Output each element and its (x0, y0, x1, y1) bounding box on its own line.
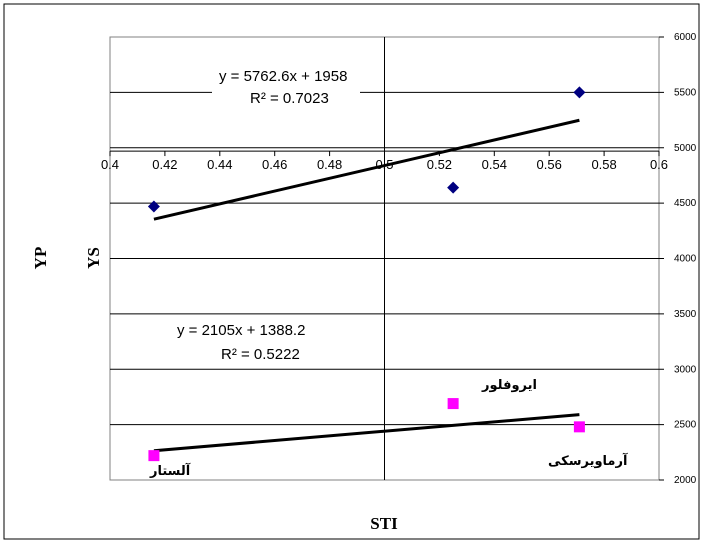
y-tick-label-5500: 5500 (674, 87, 697, 98)
axes: 2000 2500 3000 3500 4000 4500 5000 5500 6000 0.4 0… (101, 32, 697, 486)
x-tick-label-0.4: 0.4 (101, 157, 119, 172)
y-tick-label-5000: 5000 (674, 143, 697, 154)
cultivar-label-alstar: آلستار (149, 462, 191, 479)
y-tick-label-4500: 4500 (674, 198, 697, 209)
equation-lower: y = 2105x + 1388.2 (177, 322, 305, 339)
x-tick-label-0.42: 0.42 (152, 157, 177, 172)
diamond-marker-3 (573, 86, 586, 99)
trendlines (153, 118, 580, 453)
x-tick-label-0.48: 0.48 (317, 157, 342, 172)
square-marker-1 (148, 450, 160, 462)
r2-lower: R² = 0.5222 (221, 346, 300, 363)
r2-upper: R² = 0.7023 (250, 90, 329, 107)
cultivar-label-airoflor: ایروفلور (481, 378, 537, 393)
cultivar-label-armavirsky: آرماویرسکی (548, 452, 628, 469)
equation-upper: y = 5762.6x + 1958 (219, 68, 347, 85)
y-tick-label-3000: 3000 (674, 364, 697, 375)
x-tick-label-0.6: 0.6 (650, 157, 668, 172)
y-tick-label-3500: 3500 (674, 309, 697, 320)
x-axis-title: STI (370, 514, 398, 533)
trendline-series-1 (153, 118, 580, 221)
x-tick-label-0.46: 0.46 (262, 157, 287, 172)
x-tick-label-0.52: 0.52 (427, 157, 452, 172)
y-axis-title-yp: YP (31, 247, 50, 270)
y-axis-title-ys: YS (84, 247, 103, 269)
diamond-marker-2 (447, 181, 460, 194)
diamond-marker-1 (147, 200, 160, 213)
square-marker-3 (573, 421, 585, 433)
x-tick-label-0.58: 0.58 (591, 157, 616, 172)
x-tick-label-0.56: 0.56 (537, 157, 562, 172)
y-tick-label-2000: 2000 (674, 475, 697, 486)
y-tick-label-2500: 2500 (674, 420, 697, 431)
x-tick-label-0.54: 0.54 (482, 157, 507, 172)
equation-box-lower (172, 318, 340, 366)
equation-box-upper (212, 64, 360, 112)
data-points (147, 86, 586, 462)
y-tick-label-4000: 4000 (674, 254, 697, 265)
square-marker-2 (447, 398, 459, 410)
x-tick-label-0.44: 0.44 (207, 157, 232, 172)
y-tick-label-6000: 6000 (674, 32, 697, 43)
trendline-series-2 (153, 413, 580, 453)
